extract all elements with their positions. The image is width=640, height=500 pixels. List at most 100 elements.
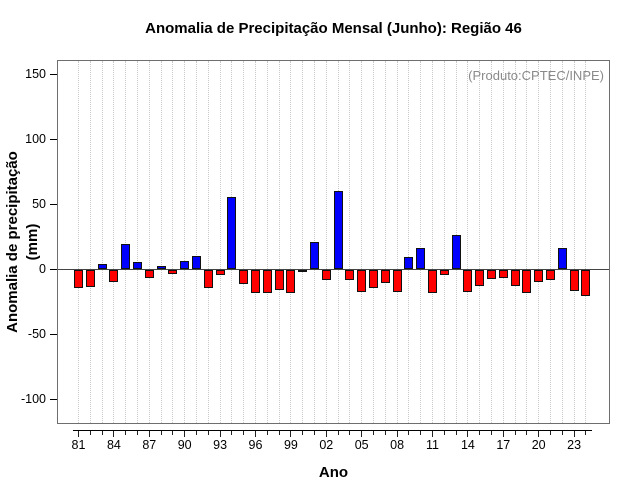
- bar-2016: [487, 270, 496, 279]
- bar-2020: [534, 270, 544, 282]
- grid-line-1992: [207, 61, 209, 423]
- x-tick-1997: [266, 430, 268, 435]
- x-tick-label-2002: 02: [319, 438, 334, 452]
- grid-line-2009: [408, 61, 410, 423]
- grid-line-2002: [325, 61, 327, 423]
- x-tick-1988: [160, 430, 162, 435]
- x-tick-2006: [373, 430, 374, 435]
- bar-1991: [192, 256, 201, 269]
- x-tick-label-1999: 99: [283, 438, 298, 452]
- bar-2017: [498, 270, 508, 278]
- x-tick-2009: [408, 430, 410, 435]
- bar-2022: [557, 248, 567, 269]
- grid-line-2015: [479, 61, 481, 423]
- zero-line: [58, 269, 609, 270]
- x-tick-1982: [89, 430, 91, 435]
- grid-line-1999: [290, 61, 292, 423]
- bar-2010: [416, 248, 426, 269]
- bar-2013: [451, 235, 461, 269]
- grid-line-2000: [302, 61, 304, 423]
- y-axis-label: Anomalia de precipitação (mm): [4, 151, 41, 333]
- x-tick-label-1981: 81: [71, 438, 86, 452]
- y-tick-0: [50, 269, 57, 270]
- x-tick-2000: [302, 430, 304, 435]
- bar-2000: [298, 270, 308, 272]
- y-tick-label-150: 150: [25, 67, 46, 81]
- bar-1986: [133, 262, 142, 269]
- bar-2019: [522, 270, 532, 293]
- y-tick-label-50: 50: [32, 197, 46, 211]
- y-tick-100: [50, 139, 57, 140]
- x-tick-2008: [396, 430, 398, 437]
- y-tick--100: [50, 399, 57, 400]
- grid-line-2016: [491, 61, 492, 423]
- bar-2008: [392, 270, 402, 292]
- x-tick-1993: [219, 430, 221, 437]
- x-tick-2010: [420, 430, 422, 435]
- plot-area: (Produto:CPTEC/INPE): [57, 60, 610, 424]
- x-tick-2015: [479, 430, 481, 435]
- x-tick-1989: [172, 430, 174, 435]
- x-tick-2005: [361, 430, 363, 437]
- x-tick-1983: [101, 430, 103, 435]
- grid-line-2004: [349, 61, 351, 423]
- grid-line-2022: [561, 61, 563, 423]
- y-tick-150: [50, 74, 57, 75]
- x-tick-2004: [349, 430, 351, 435]
- bar-1981: [74, 270, 83, 288]
- bar-2018: [510, 270, 520, 286]
- grid-line-1988: [160, 61, 162, 423]
- bar-1995: [239, 270, 249, 284]
- x-tick-1987: [148, 430, 150, 437]
- x-tick-2001: [314, 430, 315, 435]
- grid-line-2019: [526, 61, 528, 423]
- bar-2015: [475, 270, 485, 286]
- grid-line-2005: [361, 61, 363, 423]
- x-tick-label-2005: 05: [354, 438, 369, 452]
- x-tick-1995: [243, 430, 245, 435]
- grid-line-2014: [467, 61, 469, 423]
- x-axis-line: [72, 430, 592, 431]
- chart-title: Anomalia de Precipitação Mensal (Junho):…: [145, 20, 522, 37]
- grid-line-2024: [585, 61, 587, 423]
- x-tick-1999: [290, 430, 292, 437]
- x-tick-1990: [184, 430, 186, 437]
- x-axis-label: Ano: [318, 464, 349, 481]
- x-tick-1986: [137, 430, 138, 435]
- x-tick-label-1993: 93: [213, 438, 228, 452]
- grid-line-2007: [384, 61, 386, 423]
- bar-2007: [380, 270, 390, 283]
- x-tick-1996: [255, 430, 256, 437]
- bar-1983: [97, 264, 107, 269]
- bar-1999: [286, 270, 296, 293]
- x-tick-2016: [491, 430, 492, 435]
- bar-2014: [463, 270, 473, 292]
- x-tick-1981: [78, 430, 79, 437]
- bar-2004: [345, 270, 355, 280]
- bar-1987: [144, 270, 154, 278]
- bar-2012: [439, 270, 449, 275]
- x-tick-2012: [443, 430, 445, 435]
- x-tick-1998: [278, 430, 280, 435]
- grid-line-1996: [255, 61, 256, 423]
- grid-line-1997: [266, 61, 268, 423]
- bar-2011: [428, 270, 437, 293]
- y-tick-50: [50, 204, 57, 205]
- bar-1990: [180, 261, 190, 269]
- grid-line-1987: [148, 61, 150, 423]
- x-tick-2003: [337, 430, 339, 435]
- x-tick-1985: [125, 430, 127, 435]
- x-tick-label-2023: 23: [567, 438, 582, 452]
- y-tick-label-0: 0: [39, 262, 46, 276]
- x-tick-label-1987: 87: [142, 438, 157, 452]
- bar-1982: [85, 270, 95, 287]
- grid-line-1993: [219, 61, 221, 423]
- bar-1988: [156, 266, 166, 269]
- bar-1997: [262, 270, 272, 293]
- grid-line-2021: [550, 61, 551, 423]
- bar-2005: [357, 270, 367, 292]
- x-tick-1984: [113, 430, 115, 437]
- x-tick-label-1984: 84: [106, 438, 121, 452]
- grid-line-1985: [125, 61, 127, 423]
- grid-line-2023: [573, 61, 575, 423]
